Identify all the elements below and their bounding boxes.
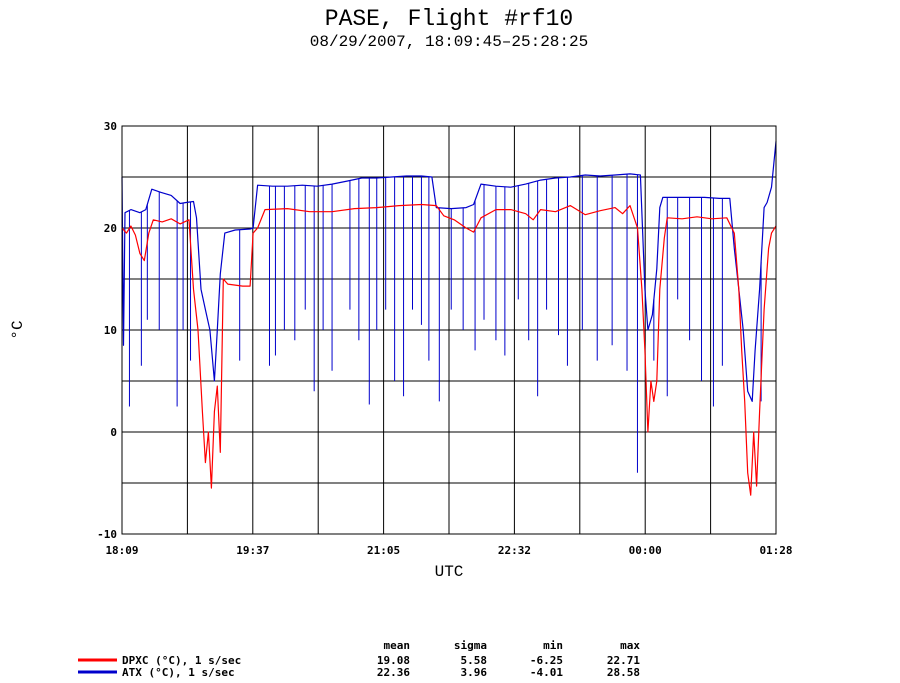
x-tick-label: 21:05: [367, 544, 400, 557]
x-tick-label: 01:28: [759, 544, 792, 557]
plot-frame: [121, 125, 777, 535]
x-tick-label: 00:00: [629, 544, 662, 557]
y-tick-label: 0: [110, 426, 117, 439]
legend-label-dpxc: DPXC (°C), 1 s/sec: [122, 654, 241, 667]
series-line-0: [121, 203, 777, 496]
series-layer: [121, 141, 777, 496]
stats-header-min: min: [543, 639, 563, 652]
x-tick-label: 18:09: [105, 544, 138, 557]
x-tick-label: 22:32: [498, 544, 531, 557]
y-tick-label: 10: [104, 324, 117, 337]
y-tick-label: 20: [104, 222, 117, 235]
grid-layer: [121, 125, 777, 535]
stats-header-mean: mean: [384, 639, 411, 652]
chart-subtitle: 08/29/2007, 18:09:45–25:28:25: [310, 33, 588, 51]
y-tick-label: 30: [104, 120, 117, 133]
y-tick-label: -10: [97, 528, 117, 541]
stats-header-max: max: [620, 639, 640, 652]
stat-atx-mean: 22.36: [377, 666, 410, 679]
stat-dpxc-mean: 19.08: [377, 654, 410, 667]
tick-layer: 18:09 19:37 21:05 22:32 00:00 01:28 30 20 10 0 -10: [97, 120, 792, 557]
stat-atx-max: 28.58: [607, 666, 640, 679]
stat-atx-min: -4.01: [530, 666, 563, 679]
x-tick-label: 19:37: [236, 544, 269, 557]
y-axis-label: °C: [9, 320, 27, 339]
stat-dpxc-sigma: 5.58: [461, 654, 488, 667]
chart-title: PASE, Flight #rf10: [325, 6, 573, 32]
series-line-1: [121, 141, 777, 402]
legend-label-atx: ATX (°C), 1 s/sec: [122, 666, 235, 679]
stat-dpxc-max: 22.71: [607, 654, 640, 667]
x-axis-label: UTC: [435, 563, 464, 581]
stat-dpxc-min: -6.25: [530, 654, 563, 667]
stats-header-sigma: sigma: [454, 639, 487, 652]
stat-atx-sigma: 3.96: [461, 666, 488, 679]
